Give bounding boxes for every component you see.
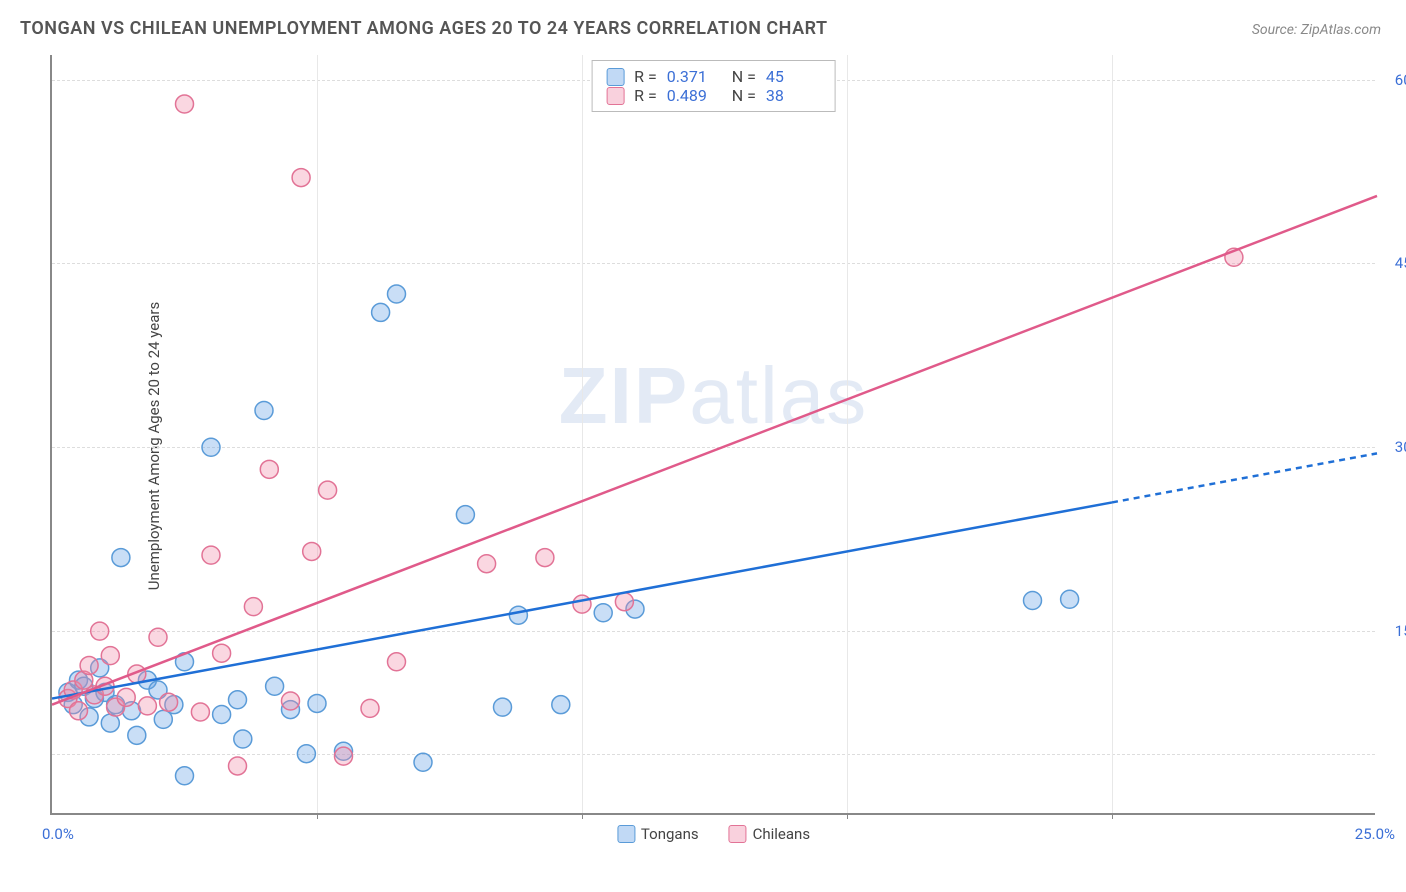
- data-point: [213, 644, 231, 662]
- chart-title: TONGAN VS CHILEAN UNEMPLOYMENT AMONG AGE…: [20, 18, 828, 39]
- legend-top-stats: R = 0.371 N = 45 R = 0.489 N = 38: [591, 60, 836, 112]
- y-tick-label: 60.0%: [1395, 71, 1406, 89]
- data-point: [414, 753, 432, 771]
- regression-line-extension: [1112, 453, 1377, 502]
- data-point: [1061, 590, 1079, 608]
- data-point: [615, 593, 633, 611]
- legend-item: Chileans: [729, 825, 810, 843]
- stat-r-value: 0.489: [667, 86, 722, 105]
- legend-label: Tongans: [641, 825, 699, 843]
- data-point: [478, 555, 496, 573]
- data-point: [244, 598, 262, 616]
- y-tick-label: 45.0%: [1395, 254, 1406, 272]
- data-point: [160, 693, 178, 711]
- data-point: [552, 696, 570, 714]
- data-point: [573, 595, 591, 613]
- data-point: [101, 647, 119, 665]
- stat-n-label: N =: [732, 67, 756, 86]
- data-point: [229, 691, 247, 709]
- data-point: [456, 506, 474, 524]
- data-point: [536, 549, 554, 567]
- x-tick-max: 25.0%: [1355, 825, 1395, 843]
- data-point: [191, 703, 209, 721]
- data-point: [260, 460, 278, 478]
- plot-area: ZIPatlas 0.0% 25.0% TongansChileans R = …: [50, 55, 1375, 815]
- data-point: [282, 692, 300, 710]
- data-point: [149, 628, 167, 646]
- data-point: [319, 481, 337, 499]
- legend-swatch-icon: [606, 87, 624, 105]
- data-point: [80, 656, 98, 674]
- data-point: [388, 653, 406, 671]
- legend-label: Chileans: [753, 825, 810, 843]
- legend-swatch-icon: [729, 825, 747, 843]
- data-point: [335, 747, 353, 765]
- legend-stat-row: R = 0.371 N = 45: [606, 67, 821, 86]
- data-point: [112, 549, 130, 567]
- regression-line: [52, 502, 1112, 698]
- x-tick-mark: [1112, 813, 1113, 819]
- data-point: [266, 677, 284, 695]
- data-point: [117, 688, 135, 706]
- data-point: [128, 726, 146, 744]
- regression-line: [52, 196, 1377, 705]
- data-point: [138, 697, 156, 715]
- data-point: [202, 438, 220, 456]
- data-point: [1024, 591, 1042, 609]
- data-point: [292, 169, 310, 187]
- data-point: [213, 705, 231, 723]
- stat-r-label: R =: [634, 67, 657, 86]
- data-point: [176, 767, 194, 785]
- y-tick-label: 30.0%: [1395, 438, 1406, 456]
- data-point: [91, 622, 109, 640]
- scatter-overlay: [52, 55, 1375, 813]
- stat-n-value: 38: [766, 86, 821, 105]
- legend-bottom: Tongans Chileans: [617, 825, 810, 843]
- source-attribution: Source: ZipAtlas.com: [1252, 22, 1381, 38]
- data-point: [229, 757, 247, 775]
- data-point: [297, 745, 315, 763]
- stat-n-value: 45: [766, 67, 821, 86]
- x-tick-mark: [317, 813, 318, 819]
- data-point: [372, 303, 390, 321]
- stat-r-label: R =: [634, 86, 657, 105]
- data-point: [202, 546, 220, 564]
- data-point: [303, 542, 321, 560]
- stat-n-label: N =: [732, 86, 756, 105]
- legend-swatch-icon: [617, 825, 635, 843]
- data-point: [594, 604, 612, 622]
- data-point: [234, 730, 252, 748]
- data-point: [361, 699, 379, 717]
- data-point: [509, 606, 527, 624]
- data-point: [176, 95, 194, 113]
- y-tick-label: 15.0%: [1395, 622, 1406, 640]
- data-point: [494, 698, 512, 716]
- data-point: [255, 401, 273, 419]
- legend-item: Tongans: [617, 825, 699, 843]
- legend-stat-row: R = 0.489 N = 38: [606, 86, 821, 105]
- x-tick-mark: [582, 813, 583, 819]
- data-point: [70, 702, 88, 720]
- legend-swatch-icon: [606, 68, 624, 86]
- x-tick-origin: 0.0%: [42, 825, 74, 843]
- data-point: [388, 285, 406, 303]
- stat-r-value: 0.371: [667, 67, 722, 86]
- x-tick-mark: [847, 813, 848, 819]
- data-point: [308, 694, 326, 712]
